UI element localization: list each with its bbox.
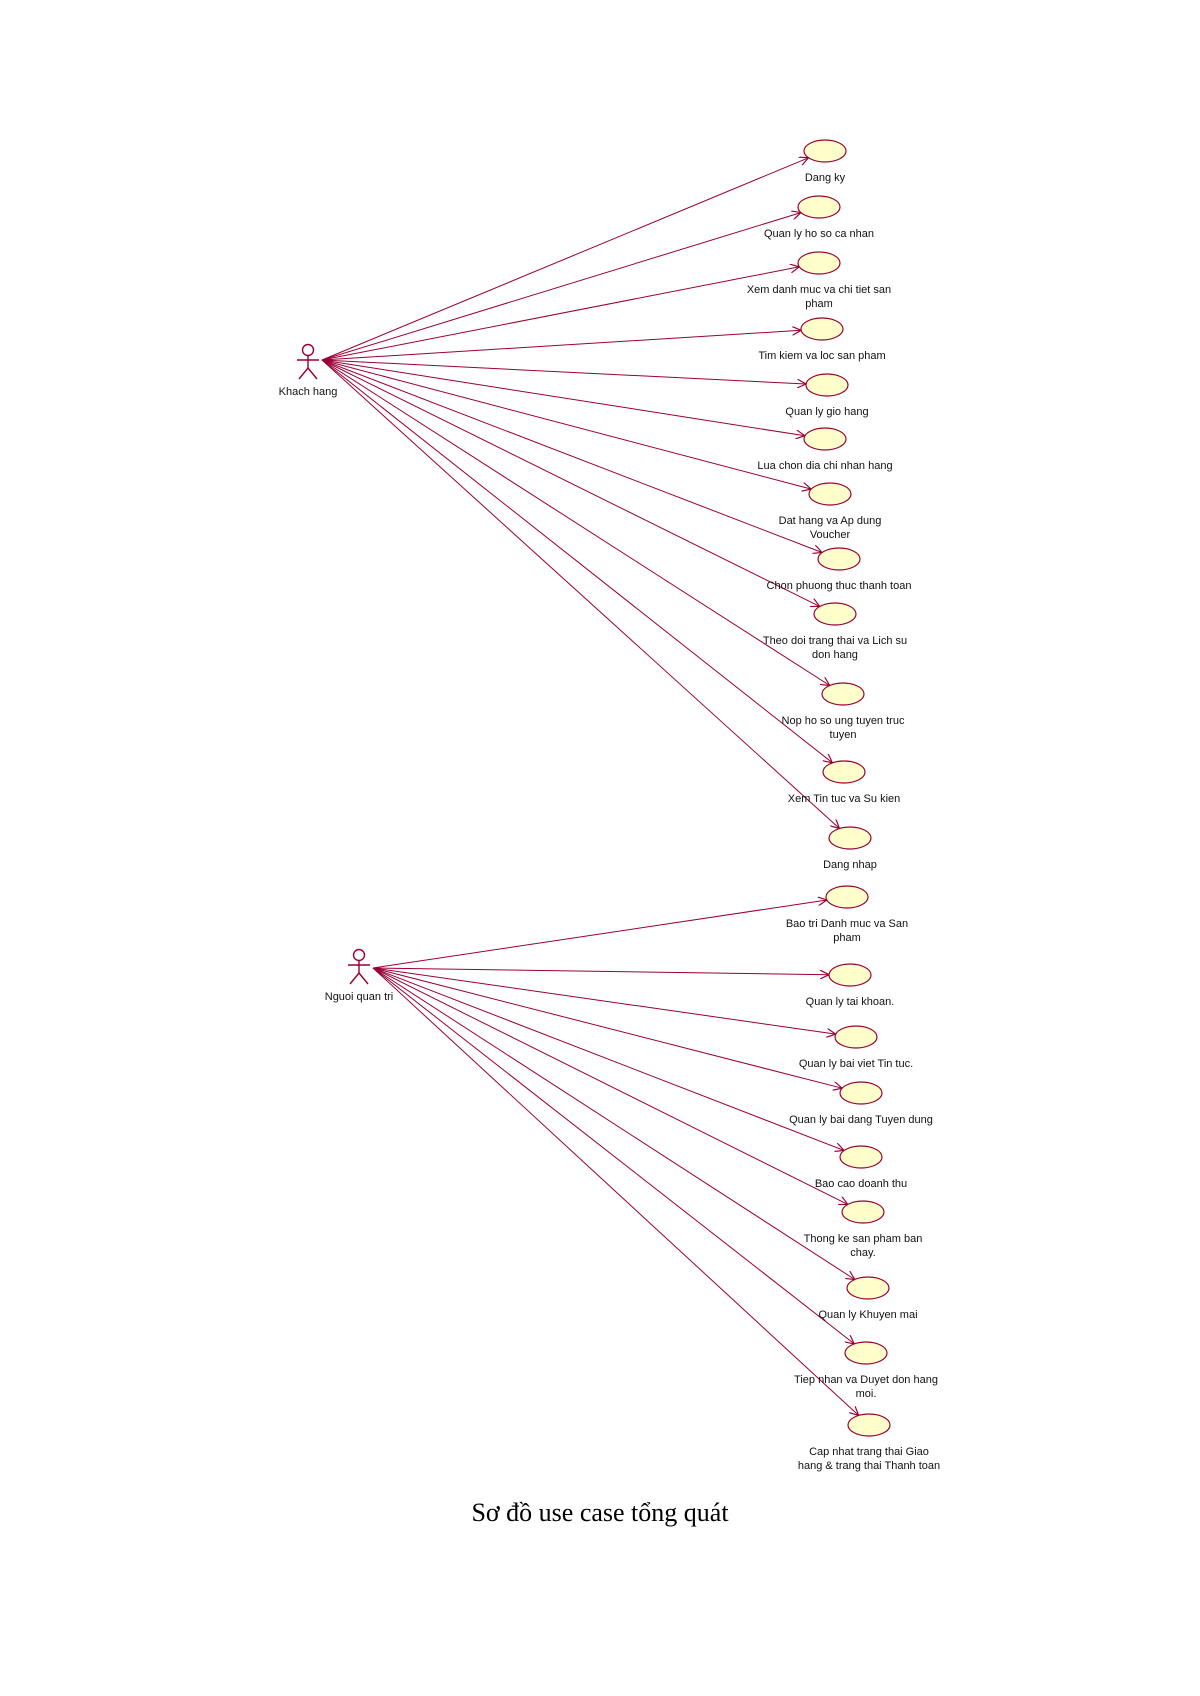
use-case[interactable]: Xem Tin tuc va Su kien <box>788 760 901 805</box>
use-case-ellipse[interactable] <box>803 139 847 163</box>
use-case-ellipse[interactable] <box>834 1025 878 1049</box>
association-line <box>321 267 799 361</box>
use-case[interactable]: Quan ly Khuyen mai <box>818 1276 918 1321</box>
use-case-label: Lua chon dia chi nhan hang <box>757 460 892 472</box>
stick-figure-icon <box>348 948 370 985</box>
use-case[interactable]: Tim kiem va loc san pham <box>758 317 886 362</box>
actor-label: Khach hang <box>279 386 338 398</box>
association-line <box>372 967 829 975</box>
use-case-label: Bao tri Danh muc va San pham <box>786 918 908 944</box>
association-line <box>321 213 801 361</box>
use-case-ellipse[interactable] <box>847 1413 891 1437</box>
use-case[interactable]: Thong ke san pham ban chay. <box>804 1200 923 1259</box>
use-case-ellipse[interactable] <box>797 195 841 219</box>
use-case-ellipse[interactable] <box>817 547 861 571</box>
use-case-label: Bao cao doanh thu <box>815 1178 907 1190</box>
use-case[interactable]: Chon phuong thuc thanh toan <box>767 547 912 592</box>
use-case-ellipse[interactable] <box>844 1341 888 1365</box>
actors: Khach hang Nguoi quan tri <box>279 343 394 1003</box>
association-line <box>321 359 805 436</box>
use-case-label: Quan ly gio hang <box>785 406 868 418</box>
use-case-ellipse[interactable] <box>828 963 872 987</box>
use-case-label: Theo doi trang thai va Lich su don hang <box>763 635 907 661</box>
association-line <box>321 359 840 829</box>
use-case-ellipse[interactable] <box>800 317 844 341</box>
use-case-ellipse[interactable] <box>808 482 852 506</box>
use-case-label: Quan ly ho so ca nhan <box>764 228 874 240</box>
use-case[interactable]: Bao cao doanh thu <box>815 1145 907 1190</box>
use-case-label: Dang ky <box>805 172 846 184</box>
use-case[interactable]: Dang nhap <box>823 826 877 871</box>
use-case[interactable]: Bao tri Danh muc va San pham <box>786 885 908 944</box>
use-case[interactable]: Xem danh muc va chi tiet san pham <box>747 251 891 310</box>
association-line <box>321 359 820 606</box>
diagram-caption: Sơ đồ use case tổng quát <box>471 1498 729 1527</box>
use-case-label: Quan ly bai dang Tuyen dung <box>789 1114 933 1126</box>
use-case[interactable]: Dang ky <box>803 139 847 184</box>
use-case-label: Quan ly Khuyen mai <box>818 1309 917 1321</box>
use-case-label: Quan ly bai viet Tin tuc. <box>799 1058 913 1070</box>
use-cases: Dang ky Quan ly ho so ca nhan Xem danh muc… <box>747 139 940 1472</box>
use-case[interactable]: Tiep nhan va Duyet don hang moi. <box>794 1341 938 1400</box>
use-case-ellipse[interactable] <box>821 682 865 706</box>
use-case-ellipse[interactable] <box>805 373 849 397</box>
association-line <box>372 900 827 969</box>
use-case-ellipse[interactable] <box>825 885 869 909</box>
association-line <box>321 359 832 763</box>
use-case-label: Nop ho so ung tuyen truc tuyen <box>782 715 905 741</box>
use-case-label: Dat hang va Ap dung Voucher <box>779 515 882 541</box>
association-line <box>321 359 811 489</box>
use-case-ellipse[interactable] <box>839 1081 883 1105</box>
use-case-ellipse[interactable] <box>803 427 847 451</box>
stick-figure-icon <box>297 343 319 380</box>
actor-khach-hang: Khach hang <box>279 343 338 398</box>
associations <box>321 158 859 1416</box>
use-case[interactable]: Quan ly gio hang <box>785 373 869 418</box>
use-case-label: Xem Tin tuc va Su kien <box>788 793 901 805</box>
use-case[interactable]: Dat hang va Ap dung Voucher <box>779 482 882 541</box>
association-line <box>321 359 822 553</box>
association-line <box>372 967 842 1088</box>
actor-label: Nguoi quan tri <box>325 991 394 1003</box>
use-case[interactable]: Lua chon dia chi nhan hang <box>757 427 893 472</box>
use-case[interactable]: Nop ho so ung tuyen truc tuyen <box>782 682 905 741</box>
use-case-ellipse[interactable] <box>846 1276 890 1300</box>
association-line <box>372 967 854 1344</box>
use-case-ellipse[interactable] <box>797 251 841 275</box>
use-case-ellipse[interactable] <box>839 1145 883 1169</box>
use-case-ellipse[interactable] <box>813 602 857 626</box>
association-line <box>321 158 809 361</box>
association-line <box>321 330 801 361</box>
use-case-label: Dang nhap <box>823 859 877 871</box>
use-case-label: Quan ly tai khoan. <box>806 996 895 1008</box>
use-case-label: Chon phuong thuc thanh toan <box>767 580 912 592</box>
association-line <box>321 359 806 384</box>
use-case-ellipse[interactable] <box>828 826 872 850</box>
association-line <box>372 967 855 1280</box>
use-case-ellipse[interactable] <box>822 760 866 784</box>
association-line <box>372 967 844 1151</box>
use-case[interactable]: Theo doi trang thai va Lich su don hang <box>763 602 907 661</box>
use-case-label: Thong ke san pham ban chay. <box>804 1233 923 1259</box>
use-case[interactable]: Quan ly ho so ca nhan <box>764 195 874 240</box>
use-case-label: Tiep nhan va Duyet don hang moi. <box>794 1374 938 1400</box>
use-case[interactable]: Quan ly tai khoan. <box>806 963 895 1008</box>
association-line <box>372 967 859 1415</box>
association-line <box>372 967 836 1034</box>
use-case-label: Xem danh muc va chi tiet san pham <box>747 284 891 310</box>
actor-nguoi-quan-tri: Nguoi quan tri <box>325 948 394 1003</box>
use-case-label: Tim kiem va loc san pham <box>758 350 885 362</box>
association-line <box>372 967 848 1204</box>
use-case[interactable]: Cap nhat trang thai Giao hang & trang tha… <box>798 1413 940 1472</box>
use-case[interactable]: Quan ly bai dang Tuyen dung <box>789 1081 933 1126</box>
use-case-label: Cap nhat trang thai Giao hang & trang tha… <box>798 1446 940 1472</box>
association-line <box>321 359 830 686</box>
use-case-ellipse[interactable] <box>841 1200 885 1224</box>
use-case[interactable]: Quan ly bai viet Tin tuc. <box>799 1025 913 1070</box>
